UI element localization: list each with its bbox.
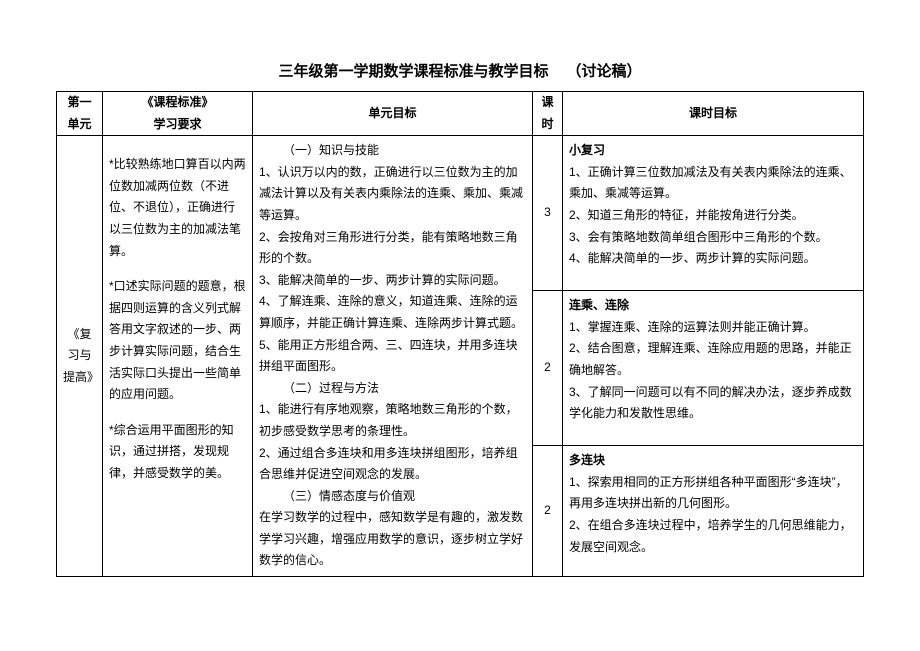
lesson2-obj: 连乘、连除 1、掌握连乘、连除的运算法则并能正确计算。 2、结合图意，理解连乘、… [563, 291, 864, 446]
lesson3-title: 多连块 [569, 450, 857, 472]
uobj-s1-2: 1、认识万以内的数，正确进行以三位数为主的加减法计算以及有关表内乘除法的连乘、乘… [259, 162, 526, 227]
th-req-line2: 学习要求 [153, 117, 201, 131]
lesson1-hours: 3 [533, 136, 563, 291]
lesson2-title: 连乘、连除 [569, 295, 857, 317]
curriculum-table: 第一单元 《课程标准》 学习要求 单元目标 课时 课时目标 《复习与提高》 *比… [56, 91, 864, 577]
lesson3-line2: 2、在组合多连块过程中，培养学生的几何思维能力，发展空间观念。 [569, 515, 857, 558]
lesson2-hours: 2 [533, 291, 563, 446]
lesson2-line2: 2、结合图意，理解连乘、连除应用题的思路，并能正确地解答。 [569, 338, 857, 381]
lesson3-obj: 多连块 1、探索用相同的正方形拼组各种平面图形“多连块”，再用多连块拼出新的几何… [563, 446, 864, 577]
lesson2-line1: 1、掌握连乘、连除的运算法则并能正确计算。 [569, 317, 857, 339]
lesson1-line1: 1、正确计算三位数加减法及有关表内乘除法的连乘、乘加、乘减等运算。 [569, 162, 857, 205]
th-unit: 第一单元 [57, 92, 103, 136]
lesson1-line2: 2、知道三角形的特征，并能按角进行分类。 [569, 205, 857, 227]
uobj-s1-3: 2、会按角对三角形进行分类，能有策略地数三角形的个数。 [259, 227, 526, 270]
lesson1-line3: 3、会有策略地数简单组合图形中三角形的个数。 [569, 227, 857, 249]
th-req-line1: 《课程标准》 [141, 95, 213, 109]
th-unit-obj: 单元目标 [253, 92, 533, 136]
title-main: 三年级第一学期数学课程标准与教学目标 [278, 63, 548, 80]
uobj-s1-4: 3、能解决简单的一步、两步计算的实际问题。 [259, 270, 526, 292]
uobj-s3-1: （三）情感态度与价值观 [259, 486, 526, 508]
table-header-row: 第一单元 《课程标准》 学习要求 单元目标 课时 课时目标 [57, 92, 864, 136]
th-req: 《课程标准》 学习要求 [103, 92, 253, 136]
lesson1-title: 小复习 [569, 140, 857, 162]
uobj-s1-5: 4、了解连乘、连除的意义，知道连乘、连除的运算顺序，并能正确计算连乘、连除两步计… [259, 291, 526, 334]
title-note: （讨论稿） [567, 63, 642, 80]
th-lesson-obj: 课时目标 [563, 92, 864, 136]
uobj-s3-2: 在学习数学的过程中，感知数学是有趣的，激发数学学习兴趣，增强应用数学的意识，逐步… [259, 507, 526, 572]
learning-requirements: *比较熟练地口算百以内两位数加减两位数（不进位、不退位），正确进行以三位数为主的… [103, 136, 253, 577]
req-p2: *口述实际问题的题意，根据四则运算的含义列式解答用文字叙述的一步、两步计算实际问… [109, 276, 246, 406]
uobj-s1-6: 5、能用正方形组合两、三、四连块，并用多连块拼组平面图形。 [259, 335, 526, 378]
uobj-s1-1: （一）知识与技能 [259, 140, 526, 162]
lesson3-line1: 1、探索用相同的正方形拼组各种平面图形“多连块”，再用多连块拼出新的几何图形。 [569, 472, 857, 515]
lesson1-line4: 4、能解决简单的一步、两步计算的实际问题。 [569, 248, 857, 270]
table-row: 《复习与提高》 *比较熟练地口算百以内两位数加减两位数（不进位、不退位），正确进… [57, 136, 864, 291]
lesson2-line3: 3、了解同一问题可以有不同的解决办法，逐步养成数学化能力和发散性思维。 [569, 382, 857, 425]
unit-objectives: （一）知识与技能 1、认识万以内的数，正确进行以三位数为主的加减法计算以及有关表… [253, 136, 533, 577]
lesson1-obj: 小复习 1、正确计算三位数加减法及有关表内乘除法的连乘、乘加、乘减等运算。 2、… [563, 136, 864, 291]
th-hours: 课时 [533, 92, 563, 136]
unit-name: 《复习与提高》 [57, 136, 103, 577]
uobj-s2-3: 2、通过组合多连块和用多连块拼组图形，培养组合思维并促进空间观念的发展。 [259, 443, 526, 486]
uobj-s2-2: 1、能进行有序地观察，策略地数三角形的个数，初步感受数学思考的条理性。 [259, 399, 526, 442]
uobj-s2-1: （二）过程与方法 [259, 378, 526, 400]
req-p3: *综合运用平面图形的知识，通过拼搭，发现规律，并感受数学的美。 [109, 420, 246, 485]
page-title: 三年级第一学期数学课程标准与教学目标 （讨论稿） [56, 60, 864, 81]
req-p1: *比较熟练地口算百以内两位数加减两位数（不进位、不退位），正确进行以三位数为主的… [109, 154, 246, 262]
lesson3-hours: 2 [533, 446, 563, 577]
